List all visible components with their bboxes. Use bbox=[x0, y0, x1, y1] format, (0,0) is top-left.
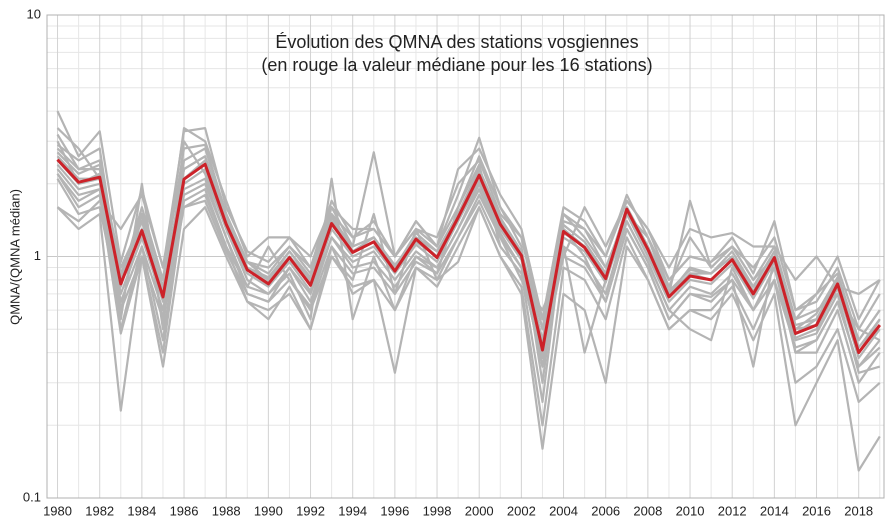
x-tick-label: 1980 bbox=[43, 503, 72, 518]
station-line bbox=[56, 193, 881, 312]
station-line bbox=[56, 163, 881, 360]
x-tick-label: 1988 bbox=[212, 503, 241, 518]
y-tick-label: 10 bbox=[27, 6, 41, 21]
plot-frame bbox=[46, 14, 885, 499]
median-line bbox=[56, 158, 881, 355]
station-line bbox=[56, 143, 881, 342]
x-tick-label: 2002 bbox=[507, 503, 536, 518]
x-tick-label: 2006 bbox=[591, 503, 620, 518]
x-tick-label: 2000 bbox=[465, 503, 494, 518]
station-line bbox=[56, 173, 881, 427]
station-line bbox=[56, 173, 881, 368]
x-tick-label: 2004 bbox=[549, 503, 578, 518]
x-tick-label: 1982 bbox=[85, 503, 114, 518]
x-tick-label: 2014 bbox=[760, 503, 789, 518]
station-line bbox=[56, 140, 881, 403]
x-tick-label: 2016 bbox=[802, 503, 831, 518]
x-tick-label: 1992 bbox=[296, 503, 325, 518]
x-tick-label: 1994 bbox=[338, 503, 367, 518]
station-line bbox=[56, 110, 881, 331]
station-line bbox=[56, 168, 881, 374]
x-tick-label: 2012 bbox=[718, 503, 747, 518]
x-tick-label: 1990 bbox=[254, 503, 283, 518]
x-tick-label: 1998 bbox=[423, 503, 452, 518]
x-tick-label: 1996 bbox=[380, 503, 409, 518]
chart-subtitle: (en rouge la valeur médiane pour les 16 … bbox=[261, 55, 652, 75]
x-tick-label: 2018 bbox=[844, 503, 873, 518]
station-line bbox=[56, 206, 881, 472]
station-line bbox=[56, 178, 881, 368]
station-line bbox=[56, 151, 881, 342]
y-axis-label: QMNA/(QMNA médian) bbox=[7, 189, 22, 325]
y-tick-label: 1 bbox=[34, 248, 41, 263]
x-tick-label: 1986 bbox=[170, 503, 199, 518]
x-tick-label: 2010 bbox=[676, 503, 705, 518]
x-tick-label: 1984 bbox=[127, 503, 156, 518]
lines bbox=[56, 110, 881, 472]
y-tick-label: 0.1 bbox=[23, 489, 41, 504]
chart-title: Évolution des QMNA des stations vosgienn… bbox=[275, 32, 638, 52]
station-line bbox=[56, 127, 881, 321]
x-tick-label: 2008 bbox=[633, 503, 662, 518]
